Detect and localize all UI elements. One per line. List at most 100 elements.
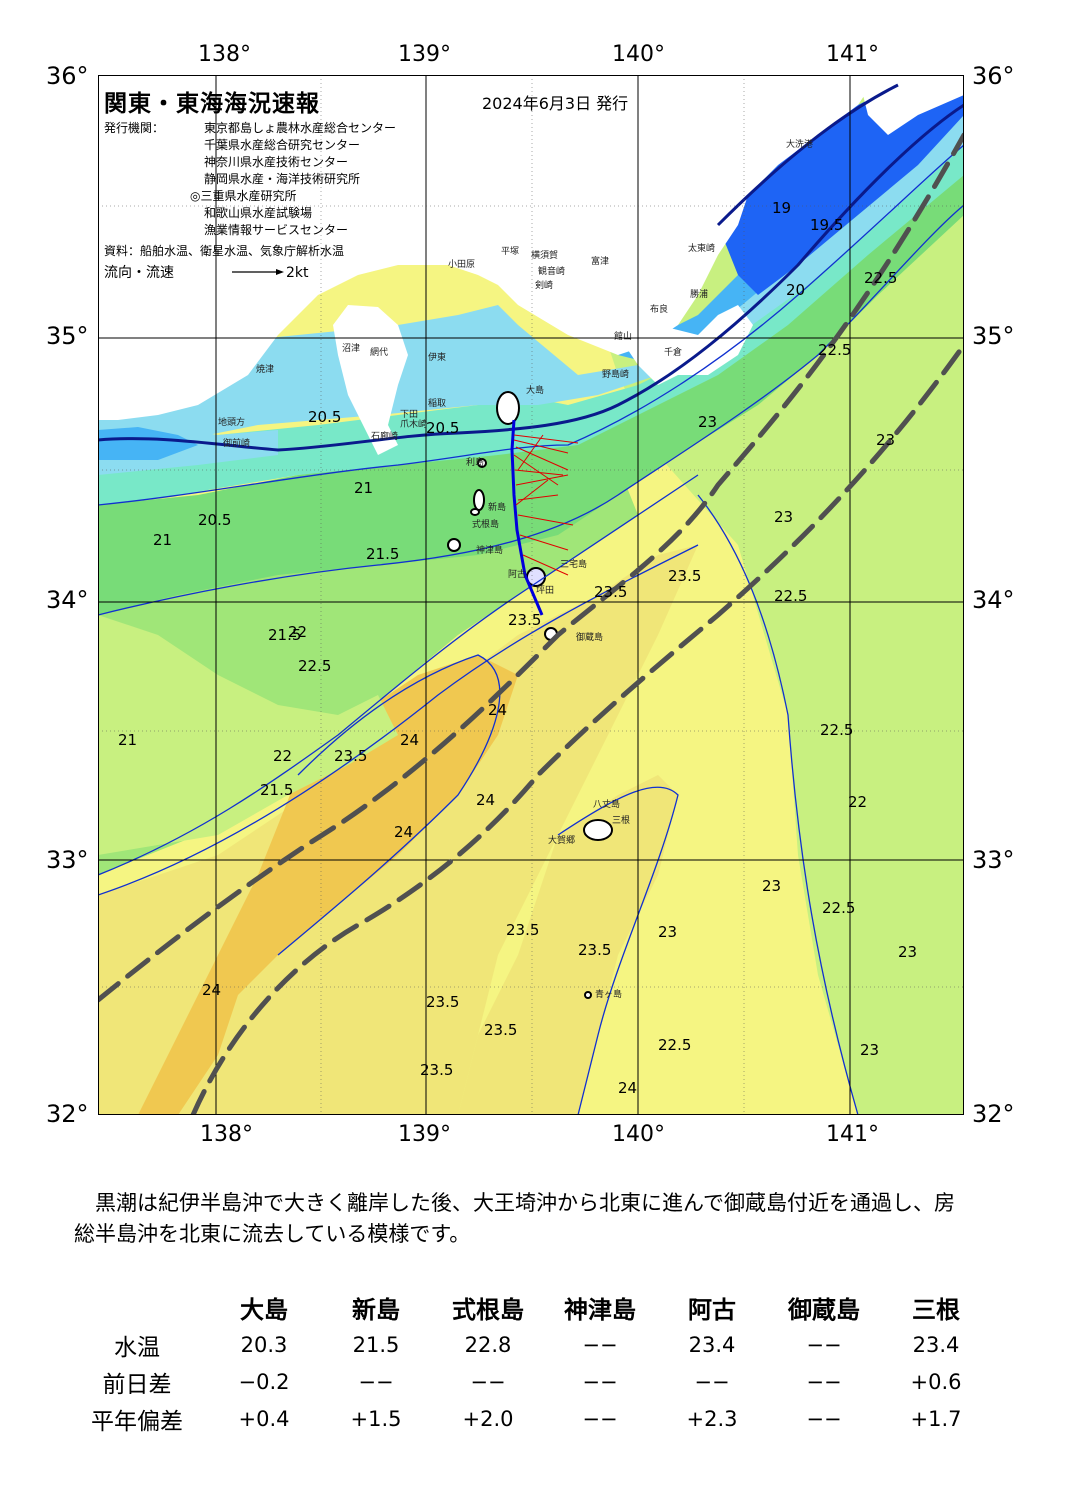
land-honshu-north (98, 75, 878, 420)
table-cell: −− (806, 1406, 842, 1431)
issuer-item: 神奈川県水産技術センター (204, 155, 349, 169)
isotherm-label: 24 (476, 791, 495, 809)
sea-temperature-map[interactable]: 大洗港 太東崎 勝浦 布良 千倉 野島崎 大島 利島 新島 式根島 神津島 三宅… (98, 75, 964, 1115)
place-label: 太東崎 (688, 242, 715, 254)
table-cell: +2.0 (462, 1406, 514, 1431)
place-label: 勝浦 (690, 288, 708, 300)
place-label: 新島 (488, 501, 506, 513)
isotherm-label: 23.5 (594, 583, 627, 601)
isotherm-label: 22.5 (822, 899, 855, 917)
isotherm-label: 23 (698, 413, 717, 431)
isotherm-24 (277, 654, 501, 956)
table-cell: −− (806, 1332, 842, 1357)
place-label: 平塚 (501, 246, 519, 257)
table-cell: 20.3 (240, 1332, 288, 1357)
land-izu-peninsula (333, 305, 408, 455)
sea-21-band (98, 135, 964, 505)
row-label: 平年偏差 (91, 1408, 183, 1435)
place-label: 大洗港 (786, 138, 813, 150)
table-row: 平年偏差 +0.4 +1.5 +2.0 −− +2.3 −− +1.7 (66, 1400, 992, 1437)
isotherm-label: 20.5 (308, 408, 341, 426)
isotherm-label: 23.5 (426, 993, 459, 1011)
land-coast-top-right (858, 75, 964, 135)
isotherm-21-5 (98, 204, 964, 616)
land-miura (558, 275, 588, 325)
place-label: 阿古 (508, 568, 526, 580)
row-label: 水温 (114, 1334, 160, 1361)
isotherm-label: 23 (658, 923, 677, 941)
place-label: 三宅島 (560, 558, 587, 570)
isotherm-label: 23.5 (420, 1061, 453, 1079)
place-label: 大賀郷 (548, 834, 575, 846)
isotherm-label: 21.5 (260, 781, 293, 799)
place-label: 観音崎 (538, 265, 565, 277)
sea-20-5-band (98, 75, 964, 455)
isotherm-label: 20.5 (426, 419, 459, 437)
isotherm-label: 19.5 (810, 216, 843, 234)
place-label: 石廊崎 (371, 430, 398, 442)
sea-24-band (138, 655, 518, 1115)
table-cell: −− (806, 1369, 842, 1394)
lon-label-top-138: 138° (198, 42, 251, 67)
kuroshio-south-edge (190, 342, 964, 1115)
issuer-item: ◎三重県水産研究所 (190, 189, 297, 203)
flow-legend-label: 流向・流速 (104, 265, 174, 281)
place-label: 爪木崎 (400, 418, 427, 430)
isotherm-22-5 (697, 494, 859, 1115)
station-header: 御蔵島 (788, 1295, 860, 1324)
lon-label-bottom-138: 138° (200, 1122, 253, 1147)
place-label: 御前崎 (223, 437, 250, 449)
island-oshima (496, 391, 520, 425)
island-niijima (473, 489, 485, 511)
sea-20-west (98, 427, 198, 460)
table-cell: −− (694, 1369, 730, 1394)
isotherm-label: 21 (153, 531, 172, 549)
table-header-row: 大島 新島 式根島 神津島 阿古 御蔵島 三根 (66, 1288, 992, 1326)
table-cell: −0.2 (238, 1369, 290, 1394)
lat-label-left-34: 34° (46, 586, 89, 614)
place-label: 横須賀 (531, 249, 558, 261)
lat-label-right-36: 36° (972, 62, 1015, 90)
flow-scale-arrowhead (276, 269, 284, 275)
table-cell: +0.4 (238, 1406, 290, 1431)
graticule (98, 75, 964, 1115)
isotherm-label: 22.5 (864, 269, 897, 287)
place-label: 千倉 (664, 346, 682, 358)
place-label: 網代 (370, 346, 388, 358)
table-cell: 22.8 (464, 1332, 512, 1357)
isotherm-label: 23 (876, 431, 895, 449)
issuer-item: 漁業情報サービスセンター (204, 223, 349, 237)
place-label: 下田 (400, 409, 418, 420)
isotherm-label: 21.5 (268, 626, 301, 644)
isotherm-23-5 (98, 544, 699, 896)
place-label: 野島崎 (602, 368, 629, 380)
place-label: 八丈島 (593, 798, 620, 810)
place-label: 館山 (614, 330, 632, 342)
isotherm-20 (98, 103, 964, 452)
place-label: 富津 (591, 255, 609, 267)
flow-legend-scale: 2kt (286, 265, 309, 281)
lon-label-top-140: 140° (612, 42, 665, 67)
table-row: 水温 20.3 21.5 22.8 −− 23.4 −− 23.4 (66, 1326, 992, 1363)
island-kozushima (447, 538, 461, 552)
station-header: 大島 (240, 1295, 288, 1324)
table-cell: +0.6 (910, 1369, 962, 1394)
table-cell: −− (582, 1332, 618, 1357)
table-cell: 21.5 (352, 1332, 400, 1357)
lat-label-right-33: 33° (972, 846, 1015, 874)
isotherm-19 (716, 83, 899, 227)
table-row: 前日差 −0.2 −− −− −− −− −− +0.6 (66, 1363, 992, 1400)
lon-label-bottom-139: 139° (398, 1122, 451, 1147)
issuer-label: 発行機関： (104, 121, 165, 135)
table-cell: +2.3 (686, 1406, 738, 1431)
island-aogashima (584, 991, 592, 999)
isotherm-label: 21 (354, 479, 373, 497)
isotherm-label: 23.5 (508, 611, 541, 629)
station-header: 式根島 (452, 1295, 524, 1324)
table-cell: 23.4 (688, 1332, 736, 1357)
lon-label-top-139: 139° (398, 42, 451, 67)
table-corner (66, 1288, 208, 1326)
issuer-item: 静岡県水産・海洋技術研究所 (204, 172, 361, 186)
issue-date: 2024年6月3日 発行 (482, 94, 629, 113)
sea-21-5-band (98, 165, 964, 615)
